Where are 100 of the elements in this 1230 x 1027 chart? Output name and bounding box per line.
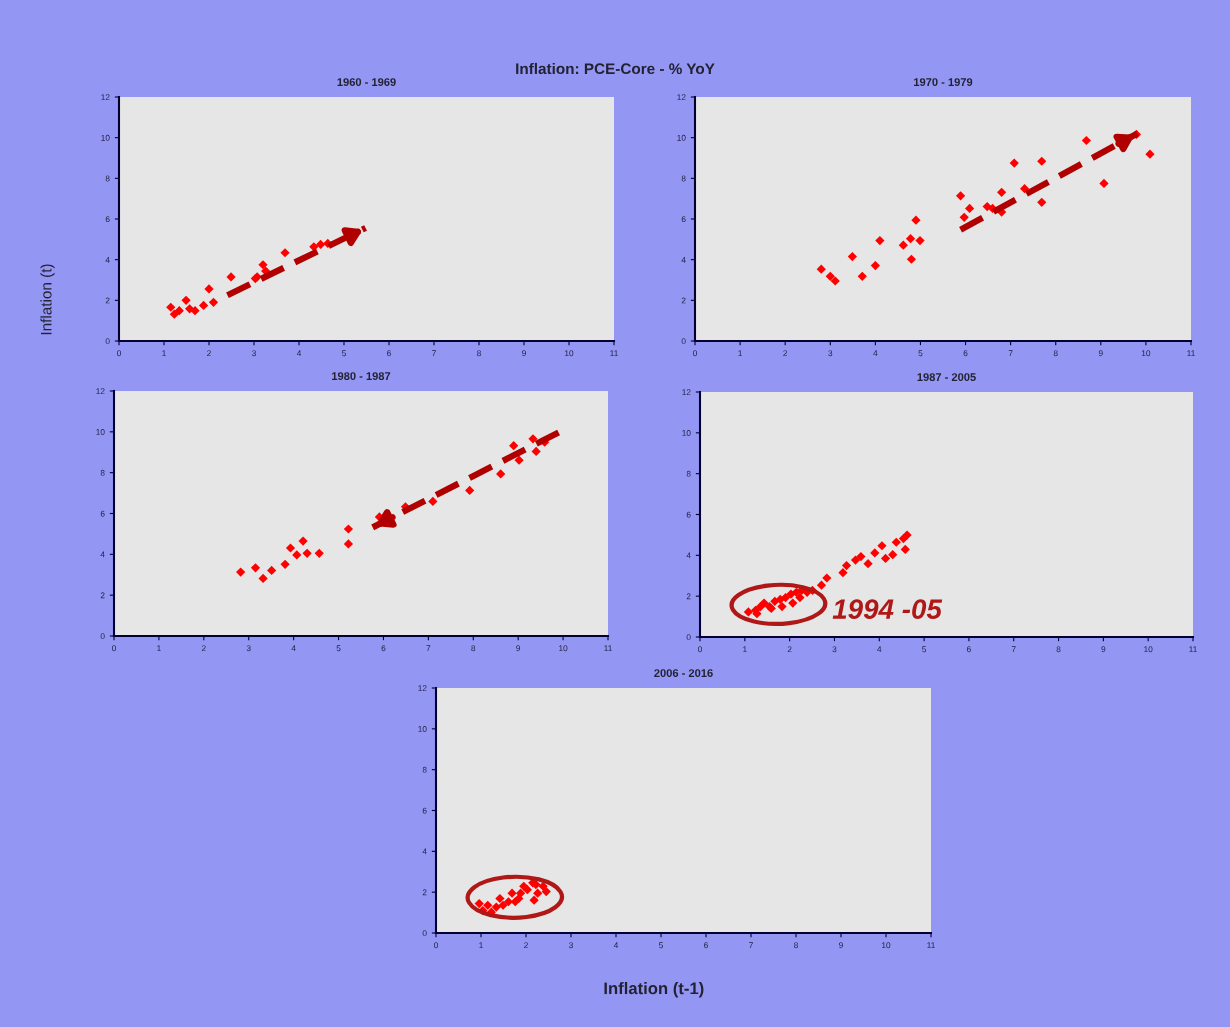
x-tick-label: 1 bbox=[738, 350, 742, 357]
y-tick-label: 4 bbox=[105, 256, 110, 263]
x-tick-label: 6 bbox=[967, 646, 971, 653]
chart-title: 1960 - 1969 bbox=[337, 78, 396, 86]
x-tick-label: 3 bbox=[246, 645, 251, 652]
x-tick-label: 9 bbox=[839, 942, 843, 949]
y-tick-label: 12 bbox=[418, 685, 427, 692]
y-tick-label: 8 bbox=[105, 175, 110, 182]
y-tick-label: 10 bbox=[96, 429, 105, 435]
x-axis-title: Inflation (t-1) bbox=[604, 982, 704, 998]
x-tick-label: 11 bbox=[610, 350, 618, 357]
x-tick-label: 9 bbox=[1101, 646, 1106, 653]
x-tick-label: 7 bbox=[426, 645, 431, 652]
y-tick-label: 8 bbox=[686, 470, 691, 477]
y-tick-label: 0 bbox=[686, 634, 691, 641]
y-tick-label: 10 bbox=[677, 134, 686, 141]
x-tick-label: 11 bbox=[1187, 350, 1195, 357]
chart-title: 1970 - 1979 bbox=[914, 78, 973, 86]
x-tick-label: 2 bbox=[787, 646, 792, 653]
x-tick-label: 6 bbox=[381, 645, 386, 652]
x-tick-label: 5 bbox=[922, 646, 927, 653]
y-tick-label: 12 bbox=[677, 94, 686, 101]
x-tick-label: 0 bbox=[693, 350, 697, 357]
y-tick-label: 8 bbox=[681, 175, 686, 182]
x-tick-label: 7 bbox=[1011, 646, 1016, 653]
y-tick-label: 4 bbox=[100, 551, 105, 558]
x-tick-label: 4 bbox=[873, 350, 878, 357]
x-tick-label: 3 bbox=[569, 942, 573, 949]
x-tick-label: 1 bbox=[162, 350, 166, 357]
x-tick-label: 3 bbox=[828, 350, 833, 357]
y-tick-label: 6 bbox=[422, 807, 427, 814]
y-tick-label: 0 bbox=[105, 338, 110, 345]
y-tick-label: 4 bbox=[686, 552, 691, 559]
x-tick-label: 5 bbox=[659, 942, 663, 949]
y-tick-label: 2 bbox=[100, 592, 105, 599]
x-tick-label: 7 bbox=[749, 942, 753, 949]
y-tick-label: 6 bbox=[100, 510, 105, 517]
x-tick-label: 7 bbox=[1008, 350, 1013, 357]
y-tick-label: 6 bbox=[105, 216, 110, 223]
y-tick-label: 12 bbox=[682, 389, 691, 396]
y-tick-label: 0 bbox=[681, 338, 686, 345]
x-tick-label: 0 bbox=[112, 645, 116, 652]
x-tick-label: 5 bbox=[336, 645, 341, 652]
chart-title: 2006 - 2016 bbox=[654, 669, 713, 677]
y-tick-label: 6 bbox=[681, 216, 686, 223]
y-tick-label: 12 bbox=[101, 94, 110, 101]
x-tick-label: 10 bbox=[565, 350, 574, 357]
x-tick-label: 2 bbox=[783, 350, 788, 357]
x-tick-label: 1 bbox=[743, 646, 747, 653]
x-tick-label: 8 bbox=[1056, 646, 1061, 653]
x-tick-label: 2 bbox=[207, 350, 211, 357]
y-tick-label: 2 bbox=[686, 593, 691, 600]
y-tick-label: 4 bbox=[422, 848, 427, 855]
x-tick-label: 6 bbox=[963, 350, 968, 357]
x-tick-label: 9 bbox=[1098, 350, 1103, 357]
x-tick-label: 9 bbox=[516, 645, 521, 652]
y-tick-label: 12 bbox=[96, 388, 105, 395]
x-tick-label: 6 bbox=[704, 942, 708, 949]
x-tick-label: 8 bbox=[1053, 350, 1058, 357]
x-tick-label: 11 bbox=[1189, 646, 1197, 653]
x-tick-label: 5 bbox=[918, 350, 923, 357]
x-tick-label: 10 bbox=[559, 645, 568, 652]
y-tick-label: 6 bbox=[686, 511, 691, 518]
x-tick-label: 8 bbox=[471, 645, 476, 652]
y-tick-label: 8 bbox=[100, 469, 105, 476]
y-tick-label: 10 bbox=[682, 430, 691, 436]
y-tick-label: 0 bbox=[422, 930, 427, 937]
y-tick-label: 8 bbox=[422, 766, 427, 773]
chart-title: 1987 - 2005 bbox=[917, 373, 976, 381]
annotation: 1994 -05 bbox=[832, 599, 943, 619]
x-tick-label: 1 bbox=[157, 645, 161, 652]
x-tick-label: 8 bbox=[477, 350, 481, 357]
x-tick-label: 10 bbox=[1144, 646, 1153, 653]
chart-title: 1980 - 1987 bbox=[332, 372, 391, 380]
x-tick-label: 2 bbox=[524, 942, 528, 949]
x-tick-label: 0 bbox=[117, 350, 121, 357]
x-tick-label: 11 bbox=[927, 942, 935, 949]
y-tick-label: 0 bbox=[100, 633, 105, 640]
y-tick-label: 4 bbox=[681, 256, 686, 263]
y-tick-label: 10 bbox=[101, 134, 110, 141]
y-tick-label: 2 bbox=[422, 889, 427, 896]
x-tick-label: 2 bbox=[201, 645, 206, 652]
x-tick-label: 1 bbox=[479, 942, 483, 949]
x-tick-label: 0 bbox=[434, 942, 438, 949]
x-tick-label: 4 bbox=[291, 645, 296, 652]
x-tick-label: 11 bbox=[604, 645, 612, 652]
x-tick-label: 4 bbox=[877, 646, 882, 653]
x-tick-label: 10 bbox=[1141, 350, 1151, 357]
x-tick-label: 3 bbox=[832, 646, 837, 653]
x-tick-label: 4 bbox=[296, 350, 302, 357]
x-tick-label: 4 bbox=[613, 942, 619, 949]
y-tick-label: 2 bbox=[681, 297, 686, 304]
x-tick-label: 6 bbox=[387, 350, 391, 357]
x-tick-label: 9 bbox=[522, 350, 526, 357]
y-tick-label: 2 bbox=[105, 297, 110, 304]
x-tick-label: 0 bbox=[698, 646, 702, 653]
text: Inflation: PCE-Core - % YoY bbox=[516, 62, 715, 75]
x-tick-label: 10 bbox=[882, 942, 891, 949]
x-tick-label: 3 bbox=[252, 350, 256, 357]
x-tick-label: 7 bbox=[432, 350, 436, 357]
